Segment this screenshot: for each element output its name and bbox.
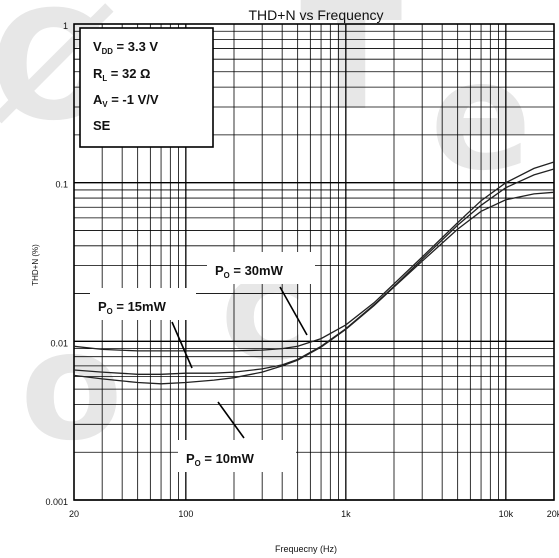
condition-line: SE (93, 118, 111, 133)
annotation-leader (279, 286, 308, 336)
y-tick-label: 0.001 (45, 497, 68, 507)
condition-line: RL = 32 Ω (93, 66, 150, 83)
annotation-label: PO = 15mW (98, 299, 167, 316)
annotations: PO = 30mW PO = 15mW PO = 10mW (90, 252, 315, 472)
annotation-label: PO = 10mW (186, 451, 255, 468)
test-conditions-box: VDD = 3.3 V RL = 32 Ω AV = -1 V/V SE (79, 27, 214, 148)
x-axis-label: Frequecny (Hz) (275, 544, 337, 554)
x-tick-label: 10k (499, 509, 514, 519)
annotation-leader (217, 401, 245, 439)
series-layer (73, 161, 555, 385)
conditions-box-frame (79, 27, 214, 148)
plot-frame (73, 23, 555, 501)
series-line-3 (73, 191, 555, 385)
annotation-bg (207, 252, 315, 284)
x-tick-label: 1k (341, 509, 351, 519)
y-tick-label: 1 (63, 21, 68, 31)
annotation-po-1: PO = 30mW (207, 252, 315, 336)
y-axis-label: THD+N (%) (31, 244, 40, 286)
annotation-po-2: PO = 15mW (90, 288, 196, 369)
x-tick-label: 20k (547, 509, 559, 519)
x-tick-label: 100 (178, 509, 193, 519)
condition-line: VDD = 3.3 V (93, 39, 158, 56)
y-tick-label: 0.01 (50, 338, 68, 348)
annotation-po-3: PO = 10mW (178, 401, 296, 472)
y-tick-label: 0.1 (55, 180, 68, 190)
x-tick-label: 20 (69, 509, 79, 519)
annotation-bg (178, 440, 296, 472)
series-line-1 (73, 161, 555, 352)
series-line-2 (73, 168, 555, 375)
annotation-bg (90, 288, 196, 320)
chart-title: THD+N vs Frequency (249, 7, 384, 23)
annotation-leader (171, 321, 193, 369)
tick-labels: 20 100 1k 10k 20k 0.001 0.01 0.1 1 (45, 21, 559, 519)
condition-line: AV = -1 V/V (93, 92, 159, 109)
annotation-label: PO = 30mW (215, 263, 284, 280)
